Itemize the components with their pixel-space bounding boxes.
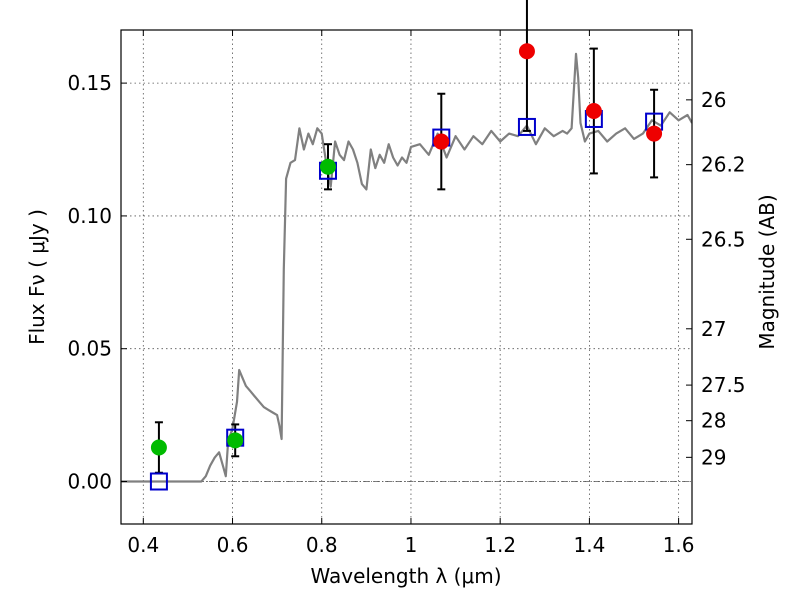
magnitude-tick-label: 26.2 [701,153,746,177]
magnitude-tick-label: 27.5 [701,373,746,397]
y-axis-title: Flux Fν ( μJy ) [25,209,49,345]
x-tick-label: 1 [405,533,418,557]
x-tick-label: 1.6 [663,533,695,557]
x-tick-label: 1.2 [484,533,516,557]
plot-frame [120,29,693,525]
right-axis-title: Magnitude (AB) [755,194,779,349]
x-axis-title: Wavelength λ (μm) [310,564,501,588]
x-tick-label: 0.6 [217,533,249,557]
y-tick-label: 0.05 [67,337,112,361]
magnitude-tick-label: 26.5 [701,227,746,251]
model-photometry-square [149,472,168,491]
magnitude-tick-label: 27 [701,317,726,341]
x-tick-label: 0.8 [306,533,338,557]
y-tick-label: 0.00 [67,470,112,494]
magnitude-tick-label: 26 [701,88,726,112]
observed-flux-point [433,133,450,150]
x-tick-label: 1.4 [573,533,605,557]
observed-flux-point [518,43,535,60]
photometry-markers [149,0,664,491]
axis-ticks: 0.4 0.6 0.8 1 1.2 1.4 1.6 0.00 0.05 0.10 0.15 26 26.… [67,30,746,557]
observed-flux-point [646,125,663,142]
model-spectrum-group [121,52,692,483]
model-spectrum-line [121,52,692,483]
observed-flux-point [319,158,336,175]
magnitude-tick-label: 28 [701,409,726,433]
observed-flux-point [227,432,244,449]
magnitude-tick-label: 29 [701,445,726,469]
model-photometry-square [517,117,536,136]
y-tick-label: 0.15 [67,71,112,95]
observed-flux-point [150,439,167,456]
y-tick-label: 0.10 [67,204,112,228]
x-tick-label: 0.4 [127,533,159,557]
observed-flux-point [585,103,602,120]
grid-lines [121,30,692,524]
